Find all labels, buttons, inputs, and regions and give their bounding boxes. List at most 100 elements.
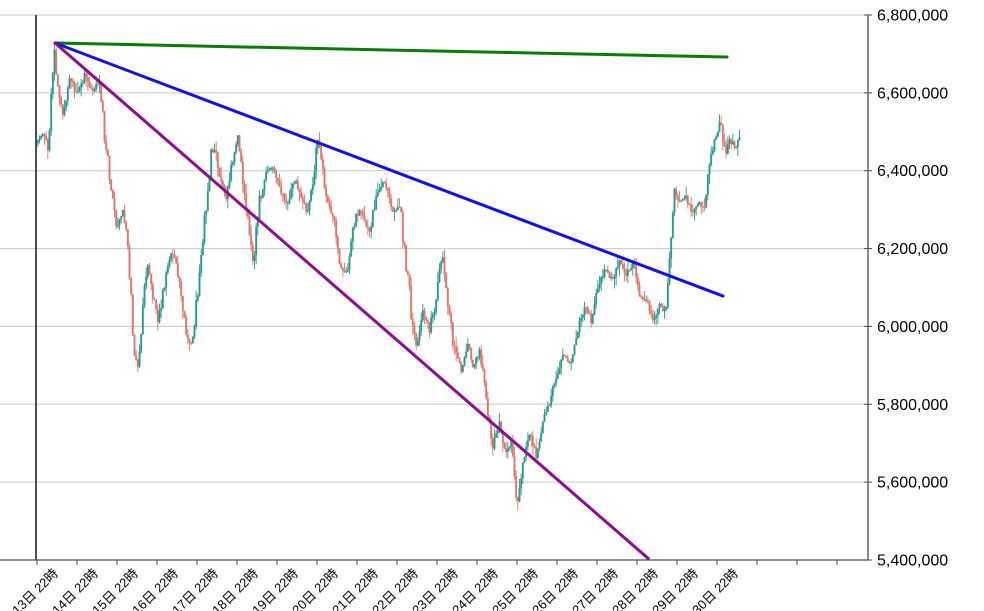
candle-body-down xyxy=(320,145,323,160)
candle-body-down xyxy=(483,369,486,383)
candle-body-up xyxy=(233,152,236,163)
candle-body-down xyxy=(640,296,643,298)
candle-body-down xyxy=(366,226,369,229)
candle-body-down xyxy=(185,317,188,335)
candle-body-up xyxy=(653,317,656,320)
candle-body-up xyxy=(576,332,579,339)
candle-body-down xyxy=(363,215,366,221)
candle-body-down xyxy=(218,167,221,177)
candle-body-up xyxy=(466,343,469,352)
candle-body-up xyxy=(371,210,374,227)
candle-body-down xyxy=(450,314,453,324)
candle-body-down xyxy=(725,146,728,154)
candle-body-up xyxy=(616,266,619,269)
candle-body-up xyxy=(546,405,549,412)
candle-body-down xyxy=(468,343,471,349)
candle-body-up xyxy=(121,210,124,217)
candle-body-up xyxy=(291,183,294,189)
candle-body-down xyxy=(651,313,654,320)
candle-body-down xyxy=(533,445,536,448)
candle-body-down xyxy=(133,334,136,356)
candle-body-down xyxy=(608,272,611,279)
candle-body-down xyxy=(148,265,151,275)
candle-body-up xyxy=(53,49,56,73)
candle-body-down xyxy=(221,180,224,186)
candle-body-up xyxy=(475,357,478,365)
candle-body-down xyxy=(446,288,449,307)
candle-body-down xyxy=(280,186,283,194)
candle-body-up xyxy=(140,334,143,352)
candle-body-down xyxy=(130,278,133,295)
candle-body-up xyxy=(681,198,684,201)
candle-body-up xyxy=(656,308,659,316)
candle-body-up xyxy=(313,171,316,185)
candle-body-up xyxy=(41,134,44,136)
candle-body-down xyxy=(451,323,454,346)
candle-body-up xyxy=(143,285,146,306)
candle-body-down xyxy=(480,349,483,365)
candle-body-down xyxy=(46,139,49,151)
candle-body-up xyxy=(578,321,581,333)
candle-body-up xyxy=(50,93,53,131)
candle-body-up xyxy=(583,307,586,315)
candle-body-down xyxy=(190,342,193,344)
candle-body-up xyxy=(555,378,558,384)
candle-body-down xyxy=(403,241,406,246)
candle-body-up xyxy=(288,198,291,203)
candle-body-up xyxy=(523,457,526,463)
candle-body-up xyxy=(138,351,141,367)
candle-body-up xyxy=(683,198,686,200)
candle-body-up xyxy=(270,167,273,169)
candle-body-down xyxy=(660,303,663,306)
candle-body-down xyxy=(343,270,346,273)
candle-body-up xyxy=(545,411,548,415)
candle-body-down xyxy=(386,187,389,191)
candle-body-down xyxy=(425,316,428,320)
candle-body-up xyxy=(196,295,199,301)
candle-body-down xyxy=(721,124,724,142)
candle-body-down xyxy=(110,179,113,191)
candle-body-down xyxy=(273,167,276,171)
candles-series xyxy=(36,41,741,511)
candle-body-down xyxy=(661,305,664,312)
candle-body-up xyxy=(550,395,553,406)
candle-body-down xyxy=(186,334,189,339)
candle-body-up xyxy=(543,414,546,422)
candle-body-down xyxy=(155,299,158,310)
candle-body-down xyxy=(486,398,489,416)
candle-body-down xyxy=(260,195,263,198)
candle-body-up xyxy=(553,383,556,387)
candle-body-up xyxy=(603,269,606,277)
candle-body-up xyxy=(698,202,701,204)
candle-body-down xyxy=(156,309,159,322)
candle-body-up xyxy=(666,283,669,307)
candle-body-up xyxy=(358,210,361,216)
y-axis-label: 6,000,000 xyxy=(877,319,948,336)
candle-body-down xyxy=(453,345,456,347)
candle-body-up xyxy=(670,237,673,259)
trendlines xyxy=(53,41,729,560)
candle-body-down xyxy=(650,310,653,314)
candle-body-down xyxy=(178,276,181,282)
candle-body-down xyxy=(531,436,534,446)
candle-body-down xyxy=(628,269,631,271)
candle-body-up xyxy=(68,78,71,89)
candle-body-down xyxy=(250,234,253,246)
candle-body-down xyxy=(71,80,74,83)
candle-body-down xyxy=(623,268,626,273)
candle-body-down xyxy=(128,246,131,279)
candle-body-down xyxy=(55,49,58,75)
candle-body-up xyxy=(506,448,509,452)
candle-body-down xyxy=(635,264,638,278)
candle-body-down xyxy=(86,77,89,82)
candle-body-down xyxy=(126,229,129,247)
candle-body-down xyxy=(275,170,278,179)
candle-body-down xyxy=(171,253,174,255)
y-axis-label: 6,600,000 xyxy=(877,85,948,102)
candle-body-up xyxy=(618,260,621,267)
candle-body-down xyxy=(535,447,538,459)
candle-body-up xyxy=(526,440,529,447)
candle-body-up xyxy=(596,288,599,293)
